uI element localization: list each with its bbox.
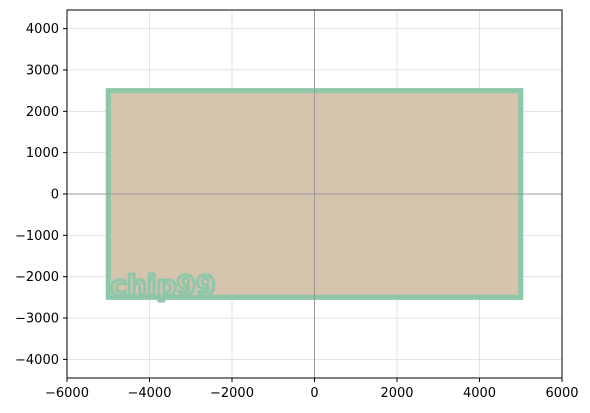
x-tick-label: 2000 [380,386,413,401]
y-tick-label: −1000 [15,229,59,244]
y-axis-ticks: −4000 −3000 −2000 −1000 0 1000 2000 3000 4000 [15,22,67,368]
y-tick-label: 3000 [26,63,59,78]
y-tick-label: −3000 [15,312,59,327]
chip-label: chip99 [110,269,215,302]
y-tick-label: 0 [51,188,59,203]
x-tick-label: −6000 [45,386,89,401]
x-axis-ticks: −6000 −4000 −2000 0 2000 4000 6000 [45,378,579,401]
annotations: chip99 [109,267,217,303]
y-tick-label: 2000 [26,105,59,120]
x-tick-label: 4000 [463,386,496,401]
y-tick-label: −4000 [15,353,59,368]
y-tick-label: 4000 [26,22,59,37]
x-tick-label: 0 [310,386,318,401]
y-tick-label: 1000 [26,146,59,161]
x-tick-label: −4000 [128,386,172,401]
x-tick-label: −2000 [210,386,254,401]
y-tick-label: −2000 [15,270,59,285]
origin-axes [67,10,562,378]
x-tick-label: 6000 [545,386,578,401]
